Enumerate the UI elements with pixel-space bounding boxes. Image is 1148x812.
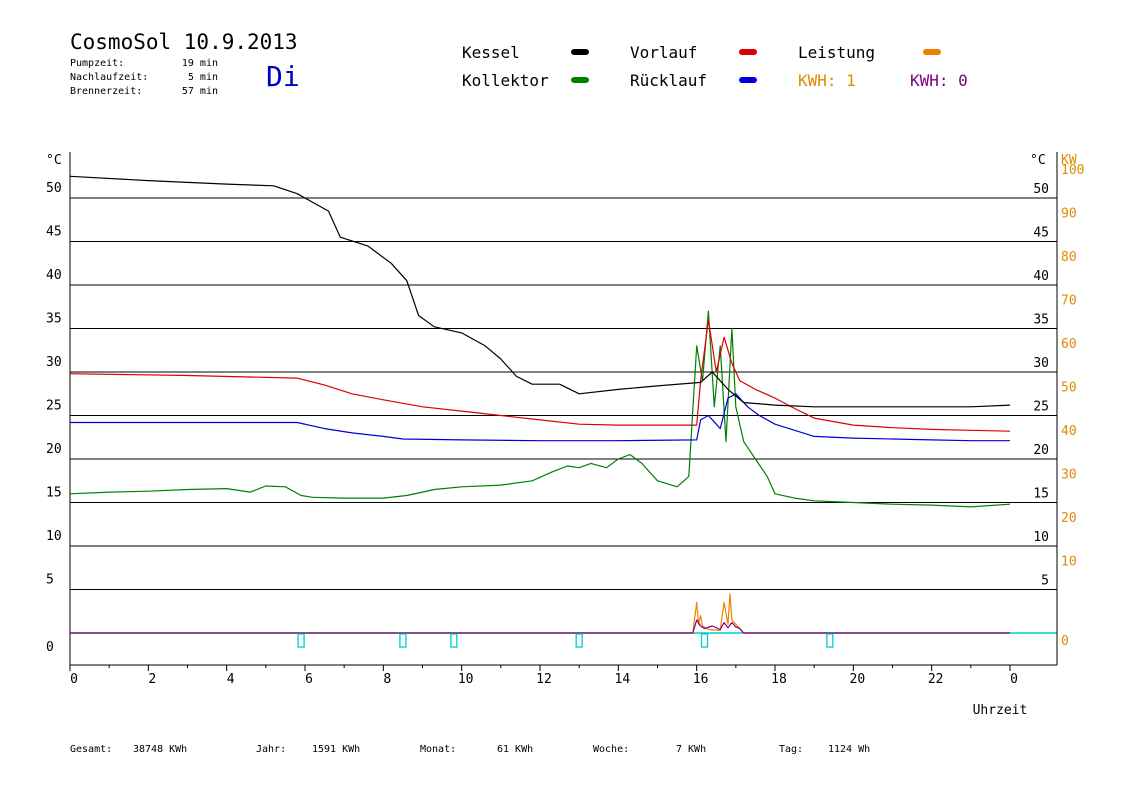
y-left-unit: °C xyxy=(46,153,62,168)
y-right-tick-label: 35 xyxy=(1033,313,1049,328)
y-right-tick-label: 30 xyxy=(1033,356,1049,371)
y-right-tick-label: 50 xyxy=(1033,182,1049,197)
x-axis-label: Uhrzeit xyxy=(973,703,1028,718)
x-tick-label: 6 xyxy=(305,672,313,687)
legend-kwh1-label: KWH: 1 xyxy=(798,71,856,90)
stat-woche-value: 7 KWh xyxy=(676,744,707,755)
y-left-tick-label: 5 xyxy=(46,573,54,588)
y-right-tick-label: 15 xyxy=(1033,487,1049,502)
legend-ruecklauf-label: Rücklauf xyxy=(630,71,708,90)
stat-tag-label: Tag: xyxy=(779,744,804,755)
y-power-tick-label: 0 xyxy=(1061,634,1069,649)
stat-gesamt-label: Gesamt: xyxy=(70,744,113,755)
x-tick-label: 8 xyxy=(383,672,391,687)
stat-tag-value: 1124 Wh xyxy=(828,744,871,755)
info-nachlauf-label: Nachlaufzeit: xyxy=(70,72,149,83)
y-power-tick-label: 100 xyxy=(1061,163,1084,178)
y-right-tick-label: 40 xyxy=(1033,269,1049,284)
info-pump-value: 19 min xyxy=(181,58,218,69)
y-power-tick-label: 90 xyxy=(1061,207,1077,222)
stat-monat-label: Monat: xyxy=(420,744,457,755)
series-line-ruecklauf xyxy=(70,393,1010,442)
pump-marker xyxy=(826,633,834,648)
y-left-tick-label: 40 xyxy=(46,268,62,283)
legend-leistung-label: Leistung xyxy=(798,43,876,62)
y-power-tick-label: 70 xyxy=(1061,294,1077,309)
x-tick-label: 10 xyxy=(458,672,474,687)
y-right-unit: °C xyxy=(1030,153,1046,168)
x-tick-label: 4 xyxy=(227,672,235,687)
stat-woche-label: Woche: xyxy=(593,744,630,755)
stat-jahr-value: 1591 KWh xyxy=(312,744,361,755)
y-left-tick-label: 15 xyxy=(46,486,62,501)
legend-vorlauf-label: Vorlauf xyxy=(630,43,698,62)
x-tick-label: 14 xyxy=(615,672,631,687)
x-tick-label: 0 xyxy=(70,672,78,687)
pump-marker xyxy=(575,633,583,648)
x-tick-label: 12 xyxy=(536,672,552,687)
y-left-tick-label: 45 xyxy=(46,225,62,240)
y-power-tick-label: 20 xyxy=(1061,511,1077,526)
y-power-unit: KW xyxy=(1061,153,1077,168)
series-line-kwh xyxy=(70,619,1010,634)
y-power-tick-label: 80 xyxy=(1061,250,1077,265)
y-left-tick-label: 30 xyxy=(46,355,62,370)
info-brenner-label: Brennerzeit: xyxy=(70,86,143,97)
series-line-vorlauf xyxy=(69,319,1011,432)
y-power-tick-label: 10 xyxy=(1061,555,1077,570)
chart-title: CosmoSol 10.9.2013 xyxy=(70,30,298,54)
x-tick-label: 22 xyxy=(928,672,944,687)
weekday-label: Di xyxy=(266,60,300,93)
pump-marker xyxy=(450,633,458,648)
info-brenner-value: 57 min xyxy=(181,86,218,97)
y-right-tick-label: 45 xyxy=(1033,226,1049,241)
y-power-tick-label: 60 xyxy=(1061,337,1077,352)
y-left-tick-label: 50 xyxy=(46,181,62,196)
series-line-leistung xyxy=(70,593,1010,634)
y-left-tick-label: 25 xyxy=(46,399,62,414)
y-left-tick-label: 10 xyxy=(46,529,62,544)
info-nachlauf-value: 5 min xyxy=(187,72,218,83)
y-right-tick-label: 10 xyxy=(1033,530,1049,545)
x-tick-label: 16 xyxy=(693,672,709,687)
pump-marker xyxy=(700,633,709,648)
x-tick-label: 0 xyxy=(1010,672,1018,687)
stat-jahr-label: Jahr: xyxy=(256,744,287,755)
legend-kessel-label: Kessel xyxy=(462,43,520,62)
pump-marker xyxy=(297,633,305,648)
y-left-tick-label: 0 xyxy=(46,640,54,655)
y-power-tick-label: 40 xyxy=(1061,424,1077,439)
y-right-tick-label: 25 xyxy=(1033,400,1049,415)
y-left-tick-label: 35 xyxy=(46,312,62,327)
y-power-tick-label: 30 xyxy=(1061,468,1077,483)
series-line-kessel xyxy=(69,175,1011,408)
y-left-tick-label: 20 xyxy=(46,442,62,457)
legend-kwh0-label: KWH: 0 xyxy=(910,71,968,90)
y-power-tick-label: 50 xyxy=(1061,381,1077,396)
x-tick-label: 2 xyxy=(148,672,156,687)
stat-monat-value: 61 KWh xyxy=(497,744,534,755)
series-line-kollektor xyxy=(69,310,1011,508)
legend-kollektor-label: Kollektor xyxy=(462,71,549,90)
stat-gesamt-value: 38748 KWh xyxy=(133,744,188,755)
info-pump-label: Pumpzeit: xyxy=(70,58,125,69)
y-right-tick-label: 20 xyxy=(1033,443,1049,458)
x-tick-label: 18 xyxy=(771,672,787,687)
x-tick-label: 20 xyxy=(850,672,866,687)
pump-marker xyxy=(399,633,407,648)
y-right-tick-label: 5 xyxy=(1041,574,1049,589)
